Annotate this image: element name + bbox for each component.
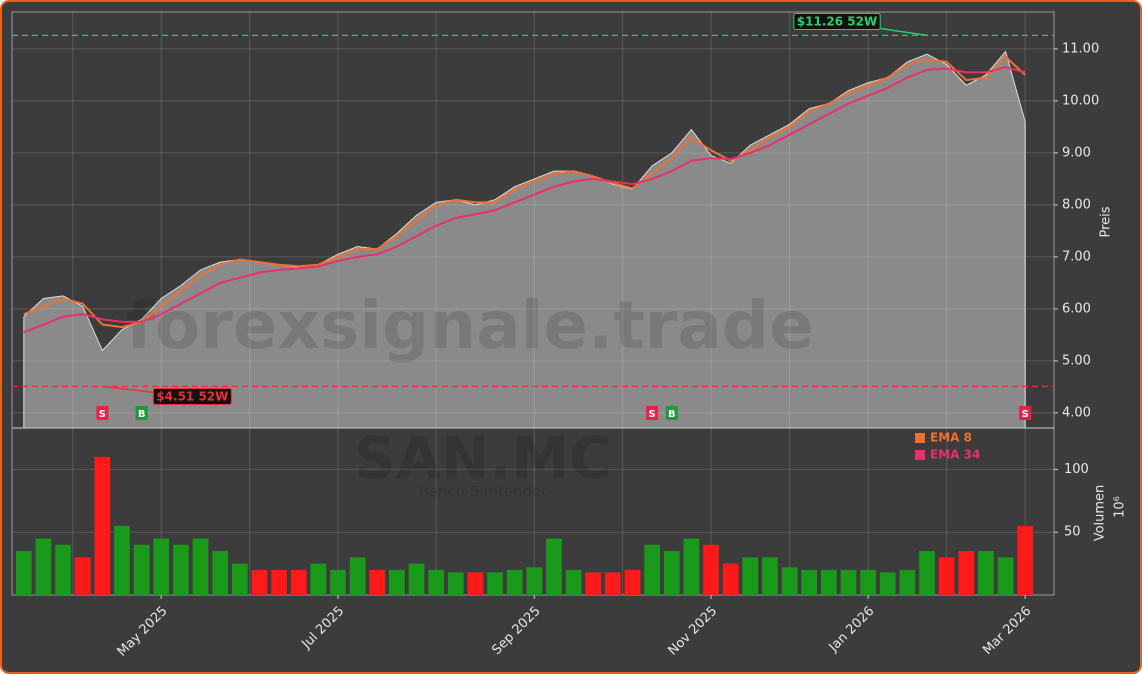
volume-bar <box>389 569 405 595</box>
volume-bar <box>94 456 111 595</box>
volume-bar <box>173 544 189 595</box>
volume-bar <box>153 538 170 595</box>
volume-bar <box>546 538 562 595</box>
signal-label: B <box>138 409 146 420</box>
watermark-company: Banco Santander <box>419 483 549 501</box>
y-tick-label: 5.00 <box>1062 353 1091 368</box>
volume-bar <box>781 567 798 595</box>
volume-bar <box>997 557 1014 595</box>
volume-bar <box>919 551 935 595</box>
signal-box <box>646 406 659 420</box>
volume-bar <box>1017 525 1034 595</box>
volume-bar <box>55 544 71 595</box>
volume-bar <box>663 551 680 595</box>
volume-bar <box>310 563 327 595</box>
watermark-symbol: SAN.MC <box>354 424 612 492</box>
signal-label: S <box>1022 409 1029 420</box>
volume-bar <box>526 567 543 595</box>
volume-bar <box>840 569 857 595</box>
volume-bar <box>369 569 386 595</box>
volume-bar <box>290 569 307 595</box>
volume-bar <box>624 569 641 595</box>
volume-bar <box>585 572 602 595</box>
volume-bar <box>978 551 994 595</box>
low-label-box <box>152 388 232 405</box>
signal-box <box>1019 406 1032 420</box>
volume-bar <box>703 544 719 595</box>
high-label-text: $11.26 52W <box>797 15 877 29</box>
y-tick-label: 10.00 <box>1062 93 1099 108</box>
signal-label: S <box>99 409 106 420</box>
volume-bar <box>428 569 444 595</box>
volume-bar <box>74 557 91 595</box>
y-axis-label: Preis <box>1099 206 1114 237</box>
volume-bar <box>860 569 876 595</box>
volume-bar <box>467 572 484 595</box>
volume-bar <box>506 569 523 595</box>
y-tick-label: 100 <box>1064 462 1089 477</box>
volume-unit: 10⁶ <box>1113 496 1128 518</box>
volume-bar <box>349 557 366 595</box>
volume-bar <box>35 538 52 595</box>
signal-label: B <box>668 409 676 420</box>
volume-bar <box>114 525 130 595</box>
volume-bar <box>447 572 464 595</box>
volume-bar <box>958 551 975 595</box>
volume-bar <box>251 569 268 595</box>
y-tick-label: 6.00 <box>1062 301 1091 316</box>
y-tick-label: 8.00 <box>1062 197 1091 212</box>
volume-bar <box>605 572 621 595</box>
high-label-box <box>793 13 881 30</box>
legend-label: EMA 8 <box>930 431 972 445</box>
legend-label: EMA 34 <box>930 448 980 462</box>
signal-box <box>96 406 109 420</box>
volume-bar <box>212 551 229 595</box>
volume-bar <box>644 544 660 595</box>
volume-bar <box>271 569 287 595</box>
volume-bar <box>330 569 346 595</box>
signal-box <box>135 406 148 420</box>
volume-bar <box>565 569 582 595</box>
volume-bar <box>820 569 837 595</box>
y-tick-label: 9.00 <box>1062 145 1091 160</box>
volume-axis-label: Volumen <box>1093 485 1108 542</box>
legend-swatch <box>915 450 925 460</box>
ema-line <box>23 66 1026 334</box>
volume-bar <box>879 572 896 595</box>
volume-bar <box>762 557 778 595</box>
volume-bar <box>801 569 818 595</box>
volume-bar <box>938 557 955 595</box>
volume-bar <box>133 544 150 595</box>
signal-label: S <box>649 409 656 420</box>
volume-bar <box>683 538 700 595</box>
watermark: forexsignale.trade <box>126 287 814 364</box>
y-tick-label: 4.00 <box>1062 405 1091 420</box>
low-label-text: $4.51 52W <box>156 390 228 404</box>
signal-box <box>665 406 678 420</box>
volume-bar <box>408 563 425 595</box>
volume-bar <box>15 551 32 595</box>
y-tick-label: 50 <box>1064 525 1081 540</box>
volume-bar <box>722 563 739 595</box>
low-label: $4.51 52W <box>152 388 232 405</box>
volume-bar <box>742 557 759 595</box>
volume-bar <box>231 563 248 595</box>
volume-bar <box>192 538 209 595</box>
volume-bar <box>487 572 503 595</box>
high-label: $11.26 52W <box>793 13 881 30</box>
volume-bar <box>899 569 916 595</box>
y-tick-label: 7.00 <box>1062 249 1091 264</box>
ema-line <box>23 55 1026 329</box>
y-tick-label: 11.00 <box>1062 41 1099 56</box>
legend-swatch <box>915 433 925 443</box>
